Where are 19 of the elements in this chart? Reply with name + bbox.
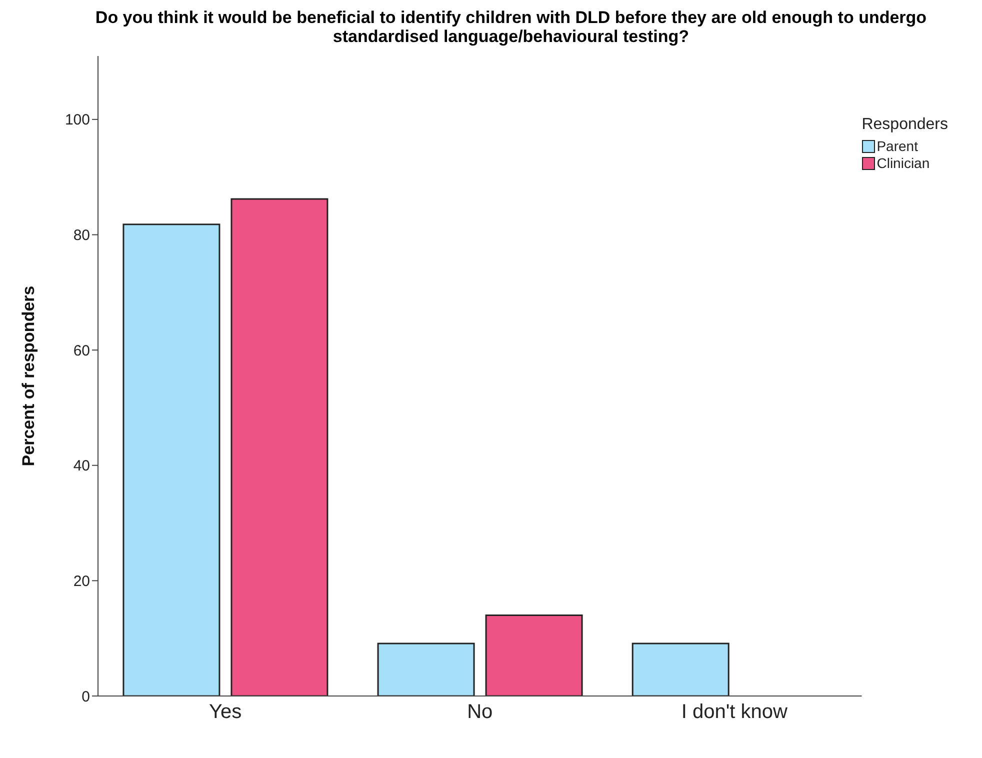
- legend-label: Clinician: [876, 155, 930, 171]
- legend-title: Responders: [862, 116, 948, 134]
- y-tick-label: 100: [64, 112, 90, 129]
- y-tick-label: 0: [82, 688, 90, 706]
- x-tick-label: I don't know: [681, 701, 788, 724]
- chart-title: Do you think it would be beneficial to identify children with DLD before they are old enough to undergo standardised language/behavioural testing?: [94, 8, 928, 46]
- y-tick-label: 20: [73, 573, 90, 590]
- bar: [377, 642, 475, 696]
- x-tick-label: No: [467, 701, 493, 724]
- bar: [122, 224, 220, 696]
- y-tick-label: 80: [73, 227, 90, 244]
- bar: [632, 642, 730, 696]
- x-tick-label: Yes: [208, 701, 242, 724]
- y-tick-label: 60: [73, 342, 90, 360]
- legend-label: Parent: [876, 138, 918, 154]
- y-axis-title: Percent of responders: [19, 286, 38, 466]
- y-tick-label: 40: [73, 458, 90, 475]
- bar: [230, 198, 328, 696]
- bar: [485, 614, 583, 696]
